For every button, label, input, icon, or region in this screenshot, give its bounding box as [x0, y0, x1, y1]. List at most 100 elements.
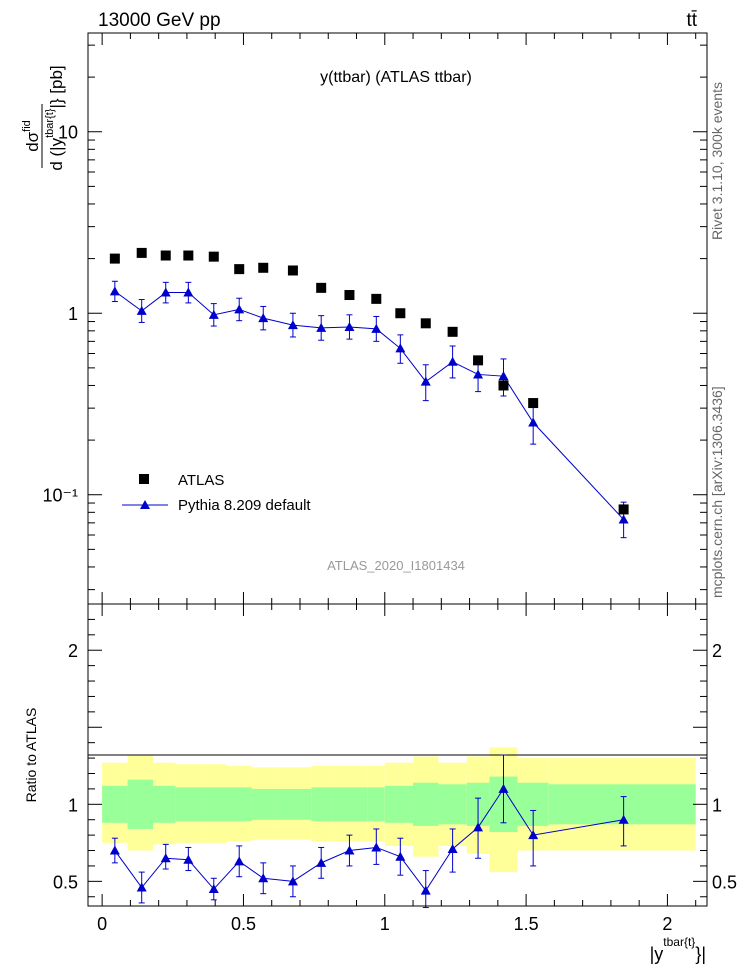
mc-point	[316, 322, 327, 332]
watermark: ATLAS_2020_I1801434	[327, 558, 465, 573]
atlas-point	[316, 282, 327, 293]
ratio-mc-point	[234, 856, 245, 866]
main-ytick-label: 10	[58, 123, 78, 143]
ratio-mc-point	[287, 876, 298, 886]
mc-point	[160, 287, 171, 297]
legend-atlas-label: ATLAS	[178, 472, 224, 489]
main-axis: 10⁻¹ 1 10	[42, 33, 707, 604]
ratio-mc-point	[183, 854, 194, 864]
ratio-mc-point	[316, 857, 327, 867]
mc-point	[183, 287, 194, 297]
legend-atlas-marker	[139, 474, 149, 484]
ratio-mc-point	[109, 845, 120, 855]
atlas-point	[208, 251, 219, 262]
mc-line	[114, 290, 624, 520]
ratio-ytick-label: 0.5	[53, 872, 78, 892]
mc-point	[618, 514, 629, 524]
source-label: mcplots.cern.ch [arXiv:1306.3436]	[709, 386, 725, 598]
band-inner-segment	[226, 787, 252, 822]
ratio-error-bars	[111, 754, 627, 909]
ratio-xtick-label: 1.5	[514, 914, 539, 934]
ratio-mc-point	[371, 842, 382, 852]
mc-point	[371, 323, 382, 333]
ylabel-den-tail: |} [pb]	[47, 65, 66, 108]
mc-point	[208, 309, 219, 319]
ratio-bands	[102, 747, 696, 873]
xlabel-sup: tbar{t}	[663, 935, 695, 949]
ratio-frame	[87, 603, 708, 907]
main-ytick-label: 10⁻¹	[42, 486, 78, 506]
band-inner-segment	[438, 784, 467, 825]
ratio-mc-point	[420, 885, 431, 895]
ratio-xlabel: |ytbar{t}}|	[650, 935, 706, 964]
ylabel-den-main: d (|y	[47, 137, 66, 170]
ratio-xtick-label: 1	[380, 914, 390, 934]
atlas-point	[528, 398, 539, 409]
mc-point	[136, 305, 147, 315]
band-inner-segment	[201, 787, 227, 822]
main-ylabel: dσfid d (|ytbar{t}|} [pb]	[21, 65, 66, 170]
chart-title: y(ttbar) (ATLAS ttbar)	[320, 69, 472, 86]
mc-point	[395, 343, 406, 353]
ratio-mc-point	[344, 845, 355, 855]
ylabel-den-sup: tbar{t}	[44, 108, 56, 138]
ylabel-num: dσfid	[21, 120, 42, 152]
band-inner-segment	[153, 785, 176, 823]
atlas-point	[473, 355, 484, 366]
legend-mc-marker	[140, 500, 150, 509]
band-inner-segment	[102, 785, 128, 823]
ratio-axis: 0 0.5 1 1.5 2 0.5 0.5 1 1 2 2	[53, 604, 737, 934]
ylabel-num-main: dσ	[23, 131, 42, 151]
ratio-mc-markers	[109, 783, 629, 895]
mc-point	[498, 371, 509, 381]
atlas-point	[395, 308, 406, 319]
main-panel: 10⁻¹ 1 10 y(ttbar) (ATLAS ttbar) ATLAS_202…	[21, 32, 708, 605]
ratio-mc-point	[618, 814, 629, 824]
ratio-ylabel: Ratio to ATLAS	[23, 708, 39, 803]
ratio-mc-point	[136, 882, 147, 892]
header-left: 13000 GeV pp	[98, 10, 221, 31]
band-inner-segment	[413, 782, 439, 826]
ratio-ytick-label-right: 1	[712, 795, 722, 815]
main-frame	[87, 32, 708, 605]
main-ytick-label: 1	[68, 304, 78, 324]
ratio-mc-line	[114, 787, 624, 892]
band-inner-segment	[274, 788, 312, 820]
band-inner-segment	[127, 779, 154, 829]
atlas-point	[160, 250, 171, 261]
xlabel-tail: }|	[695, 944, 706, 964]
ylabel-den: d (|ytbar{t}|} [pb]	[44, 65, 66, 170]
ratio-xtick-label: 2	[662, 914, 672, 934]
atlas-point	[420, 318, 431, 329]
xlabel-text: |ytbar{t}}|	[650, 935, 706, 964]
atlas-point	[618, 504, 629, 515]
ratio-xtick-label: 0.5	[231, 914, 256, 934]
band-inner-segment	[367, 787, 385, 822]
mc-point	[234, 304, 245, 314]
xlabel-base: |y	[650, 944, 664, 964]
ratio-xtick-label: 0	[97, 914, 107, 934]
atlas-point	[136, 247, 147, 258]
mc-point	[287, 320, 298, 330]
ratio-mc-point	[498, 783, 509, 793]
mc-point	[447, 356, 458, 366]
mc-point	[258, 313, 269, 323]
data-markers	[109, 247, 629, 515]
mc-point	[473, 369, 484, 379]
mc-markers	[109, 286, 629, 524]
ratio-ytick-label-right: 2	[712, 641, 722, 661]
ratio-mc-point	[528, 830, 539, 840]
ratio-ytick-label-right: 0.5	[712, 872, 737, 892]
ratio-mc-point	[395, 851, 406, 861]
atlas-point	[344, 290, 355, 301]
atlas-point	[258, 262, 269, 273]
band-inner-segment	[384, 785, 414, 823]
ratio-panel: 0 0.5 1 1.5 2 0.5 0.5 1 1 2 2 Ratio to ATLAS |ytba…	[23, 603, 737, 964]
legend: ATLAS Pythia 8.209 default	[122, 472, 311, 514]
atlas-point	[287, 265, 298, 276]
atlas-point	[447, 326, 458, 337]
band-inner-segment	[175, 787, 202, 822]
mc-point	[528, 417, 539, 427]
ratio-mc-point	[258, 873, 269, 883]
